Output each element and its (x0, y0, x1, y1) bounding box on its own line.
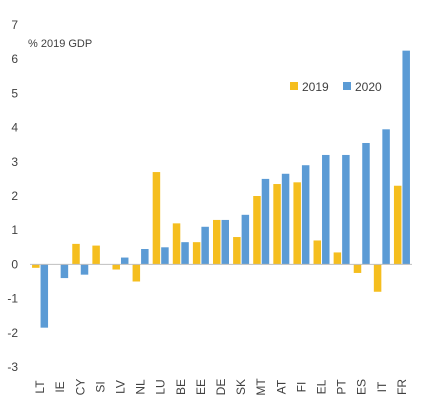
bar-2019-lu (152, 172, 161, 265)
bar-2020-pt (342, 154, 350, 265)
x-tick-label: DE (214, 379, 228, 396)
bar-2020-be (181, 242, 189, 265)
x-tick-label: FI (294, 382, 308, 393)
y-tick-label: -2 (7, 326, 18, 340)
x-tick-label: LU (154, 379, 168, 394)
bar-2019-fi (293, 182, 301, 265)
bar-2020-lv (120, 257, 129, 265)
x-tick-label: IE (53, 381, 67, 392)
bar-2020-lt (40, 264, 49, 328)
y-tick-label: 6 (11, 52, 18, 66)
bar-2020-mt (261, 178, 270, 265)
legend: 2019 2020 (290, 80, 382, 94)
y-tick-label: -1 (7, 292, 18, 306)
bars (32, 50, 410, 328)
y-tick-label: 4 (11, 121, 18, 135)
x-tick-label: EL (315, 379, 329, 394)
bar-2019-cy (72, 243, 80, 265)
bar-2020-it (382, 129, 390, 265)
bar-2019-lv (112, 264, 120, 270)
x-tick-label: IT (375, 381, 389, 392)
x-tick-label: BE (174, 379, 188, 395)
bar-2020-ee (201, 226, 209, 265)
bar-2020-lu (161, 247, 169, 265)
y-tick-label: 5 (11, 86, 18, 100)
legend-label-2020: 2020 (355, 80, 382, 94)
x-tick-label: FR (395, 379, 409, 395)
y-tick-label: -3 (7, 360, 18, 374)
unit-label: % 2019 GDP (28, 38, 92, 50)
y-tick-label: 1 (11, 223, 18, 237)
bar-2019-it (373, 264, 382, 292)
x-tick-label: NL (134, 379, 148, 395)
legend-swatch-2020 (343, 82, 351, 90)
bar-2019-si (92, 245, 100, 265)
bar-2019-at (273, 184, 281, 265)
bar-2020-de (221, 219, 229, 265)
x-tick-label: SI (93, 381, 107, 392)
bar-2019-ee (192, 242, 201, 265)
y-tick-label: 0 (11, 257, 18, 271)
x-tick-label: MT (254, 378, 268, 396)
y-tick-label: 3 (11, 155, 18, 169)
bar-2020-ie (60, 264, 69, 279)
y-tick-label: 2 (11, 189, 18, 203)
bar-2019-be (172, 223, 181, 265)
bar-2019-pt (333, 252, 342, 265)
bar-2020-nl (141, 249, 149, 265)
bar-2019-nl (132, 264, 141, 282)
y-axis: -3 -2 -1 0 1 2 3 4 5 6 7 (7, 18, 18, 374)
x-tick-label: LT (33, 380, 47, 394)
bar-2020-es (362, 142, 370, 265)
bar-2019-sk (233, 237, 241, 265)
bar-2019-lt (32, 264, 40, 268)
x-tick-label: ES (355, 379, 369, 395)
x-tick-label: AT (274, 379, 288, 394)
bar-2020-fr (402, 50, 410, 265)
bar-2019-de (213, 219, 221, 265)
x-axis: LT IE CY SI LV NL LU BE EE DE SK MT AT FI EL PT ES IT FR (33, 378, 409, 396)
bar-2019-el (313, 240, 322, 265)
bar-2019-fr (393, 185, 402, 265)
bar-2019-mt (253, 196, 261, 265)
bar-2020-el (322, 154, 330, 265)
x-tick-label: PT (335, 379, 349, 395)
bar-2020-fi (301, 165, 310, 265)
legend-label-2019: 2019 (302, 80, 329, 94)
legend-swatch-2019 (290, 82, 298, 90)
y-tick-label: 7 (11, 18, 18, 32)
x-tick-label: CY (73, 379, 87, 396)
x-tick-label: LV (113, 380, 127, 394)
x-tick-label: SK (234, 379, 248, 395)
bar-2020-sk (241, 214, 250, 265)
bar-2019-es (353, 264, 362, 273)
bar-2020-cy (80, 264, 89, 275)
x-tick-label: EE (194, 379, 208, 395)
bar-2020-at (281, 173, 290, 265)
